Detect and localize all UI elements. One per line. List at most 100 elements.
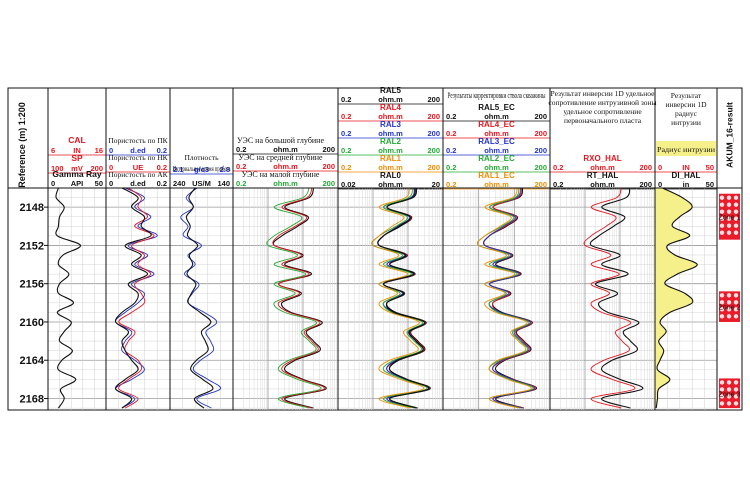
curve-name-t7-1: RT_HAL (587, 171, 619, 180)
scale-unit: ohm.m (378, 112, 403, 121)
scale-max: 200 (427, 112, 440, 121)
scale-min: 0.2 (341, 95, 351, 104)
scale-max: 200 (427, 129, 440, 138)
scale-max: 140 (217, 179, 230, 188)
zone-dot (719, 230, 725, 235)
curve-name-t8-0: Радиус интрузии (657, 145, 715, 154)
scale-min: 0.2 (341, 129, 351, 138)
curve-name-t4-0: УЭС на большой глубине (237, 136, 324, 145)
curve-name-t5-0: RAL5 (380, 86, 401, 95)
scale-min: 0 (109, 146, 113, 155)
zone-dot (726, 195, 732, 200)
zone-dot (719, 202, 725, 207)
scale-max: 200 (534, 180, 547, 189)
curve-name-t1-0: CAL (68, 135, 85, 145)
curve-name-t5-3: RAL2 (380, 137, 401, 146)
zone-dot (719, 380, 725, 385)
scale-min: 0.2 (446, 112, 456, 121)
scale-unit: ohm.m (273, 145, 298, 154)
track-title-t8: Результат инверсии 1D радиус интрузии (665, 91, 707, 127)
zone-dot (726, 380, 732, 385)
scale-unit: ohm.m (378, 180, 403, 189)
scale-min: 0 (51, 179, 55, 188)
scale-min: 0.2 (236, 162, 246, 171)
curve-name-t6-1: RAL4_EC (478, 120, 515, 129)
zone-dot (733, 380, 739, 385)
curve-t4-уэс-на-малой-глубине (266, 187, 322, 409)
scale-unit: g/c3 (194, 165, 209, 174)
zone-dot (733, 195, 739, 200)
scale-min: 0.2 (446, 129, 456, 138)
zone-dot (719, 401, 725, 406)
scale-min: 0 (658, 180, 662, 189)
scale-unit: d.ed (130, 179, 146, 188)
curve-t6-ral1_ec (477, 187, 532, 409)
curve-t1-gamma-ray (55, 187, 82, 409)
curve-name-t4-1: УЭС на средней глубине (238, 153, 323, 162)
zone-dot (719, 293, 725, 298)
scale-min: 0 (658, 163, 662, 172)
zone-dot (719, 394, 725, 399)
curve-name-t5-4: RAL1 (380, 154, 401, 163)
curve-name-t1-2: Gamma Ray (52, 169, 101, 179)
zone-dot (726, 300, 732, 305)
track-title-t6: Результаты корректировки ствола скважины (448, 91, 546, 100)
zone-dot (733, 216, 739, 221)
zone-dot (733, 209, 739, 214)
scale-min: 0.2 (446, 146, 456, 155)
curve-t5-ral0 (377, 187, 430, 409)
zone-dot (726, 307, 732, 312)
zone-dot (726, 314, 732, 319)
scale-max: 200 (639, 163, 652, 172)
scale-max: 16 (95, 146, 103, 155)
track-title-t9: AKUM_16-result (725, 102, 735, 168)
scale-max: 20 (432, 180, 440, 189)
scale-min: 0.2 (553, 180, 563, 189)
zone-block (719, 378, 740, 409)
track-separators (8, 88, 742, 410)
curve-t7-rt_hal (589, 187, 644, 409)
scale-max: 200 (322, 162, 335, 171)
scale-unit: API (71, 179, 84, 188)
scale-max: 200 (534, 129, 547, 138)
zone-dot (726, 209, 732, 214)
scale-max: 2.8 (220, 165, 230, 174)
scale-unit: ohm.m (378, 129, 403, 138)
zone-block (719, 291, 740, 322)
zone-dot (719, 216, 725, 221)
curve-t5-ral1 (371, 187, 425, 409)
scale-unit: ohm.m (378, 95, 403, 104)
depth-tick-2164: 2164 (20, 355, 45, 367)
curve-name-t2-0: Пористость по ПК (108, 136, 168, 145)
scale-unit: ohm.m (484, 180, 509, 189)
zone-dot (719, 300, 725, 305)
scale-unit: UE (133, 163, 143, 172)
curve-name-t3-1: Интервальное время пробега (173, 165, 232, 173)
zone-dot (733, 314, 739, 319)
scale-unit: ohm.m (484, 129, 509, 138)
scale-max: 0.2 (157, 179, 167, 188)
scale-max: 200 (90, 164, 103, 173)
scale-max: 200 (534, 146, 547, 155)
scale-min: 0.2 (341, 163, 351, 172)
scale-max: 200 (534, 163, 547, 172)
scale-max: 50 (706, 163, 714, 172)
depth-tick-2160: 2160 (20, 317, 44, 329)
curve-name-t2-1: Пористость по НК (108, 153, 168, 162)
zone-dot (726, 394, 732, 399)
scale-min: 2.1 (173, 165, 183, 174)
scale-unit: in (683, 180, 690, 189)
zone-label: Zone 3 (719, 391, 741, 398)
depth-tick-2156: 2156 (20, 279, 44, 291)
zone-label: Zone 2 (719, 305, 741, 312)
scale-max: 200 (427, 163, 440, 172)
scale-max: 0.2 (157, 146, 167, 155)
di-hal-fill (655, 188, 698, 409)
zone-dot (726, 202, 732, 207)
scale-min: 0.2 (341, 146, 351, 155)
zone-dot (719, 223, 725, 228)
scale-min: 0 (109, 163, 113, 172)
curve-t4-уэс-на-большой-глубине (272, 187, 327, 409)
